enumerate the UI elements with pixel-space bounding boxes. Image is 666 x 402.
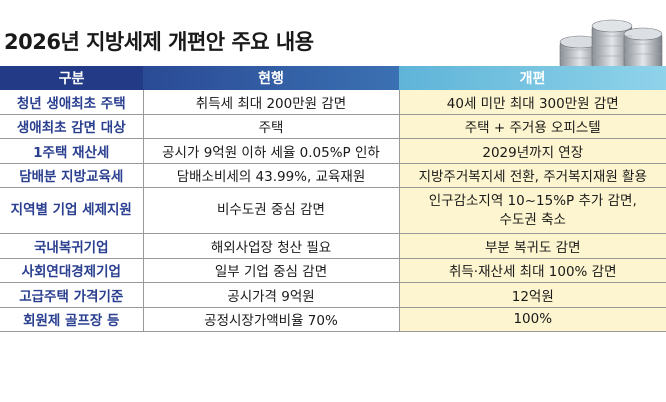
table-row: 1주택 재산세 공시가 9억원 이하 세율 0.05%P 인하 2029년까지 … [0,138,666,164]
table-row: 사회연대경제기업 일부 기업 중심 감면 취득·재산세 최대 100% 감면 [0,258,666,283]
row-category: 고급주택 가격기준 [0,282,144,308]
row-revised: 2029년까지 연장 [399,138,666,164]
row-revised: 인구감소지역 10~15%P 추가 감면, 수도권 축소 [399,187,666,234]
row-category: 사회연대경제기업 [0,258,144,283]
row-revised: 주택 + 주거용 오피스텔 [399,114,666,139]
row-current: 공시가격 9억원 [143,282,400,308]
table-header-row: 구분 현행 개편 [0,66,666,90]
table-row: 회원제 골프장 등 공정시장가액비율 70% 100% [0,307,666,332]
header-category: 구분 [0,66,143,90]
row-current: 비수도권 중심 감면 [143,187,400,234]
row-category: 국내복귀기업 [0,233,144,259]
row-category: 회원제 골프장 등 [0,307,144,332]
row-current: 공정시장가액비율 70% [143,307,400,332]
header-current: 현행 [143,66,399,90]
row-current: 일부 기업 중심 감면 [143,258,400,283]
page-title: 2026년 지방세제 개편안 주요 내용 [4,30,314,54]
coin-stack-icon [559,19,663,69]
row-revised: 40세 미만 최대 300만원 감면 [399,90,666,115]
row-revised: 취득·재산세 최대 100% 감면 [399,258,666,283]
table-row: 국내복귀기업 해외사업장 청산 필요 부분 복귀도 감면 [0,233,666,259]
table-row: 청년 생애최초 주택 취득세 최대 200만원 감면 40세 미만 최대 300… [0,90,666,115]
table-row: 고급주택 가격기준 공시가격 9억원 12억원 [0,282,666,308]
row-current: 주택 [143,114,400,139]
row-revised-line1: 인구감소지역 10~15%P 추가 감면, [428,192,637,209]
row-revised: 100% [399,307,666,332]
table-row: 지역별 기업 세제지원 비수도권 중심 감면 인구감소지역 10~15%P 추가… [0,187,666,234]
row-revised: 부분 복귀도 감면 [399,233,666,259]
table-row: 생애최초 감면 대상 주택 주택 + 주거용 오피스텔 [0,114,666,139]
row-revised: 12억원 [399,282,666,308]
row-category: 지역별 기업 세제지원 [0,187,144,234]
row-current: 해외사업장 청산 필요 [143,233,400,259]
table-row: 담배분 지방교육세 담배소비세의 43.99%, 교육재원 지방주거복지세 전환… [0,163,666,188]
header-revised: 개편 [399,66,666,90]
row-current: 담배소비세의 43.99%, 교육재원 [143,163,400,188]
row-revised: 지방주거복지세 전환, 주거복지재원 활용 [399,163,666,188]
row-revised-line2: 수도권 축소 [499,211,566,228]
row-category: 생애최초 감면 대상 [0,114,144,139]
row-current: 취득세 최대 200만원 감면 [143,90,400,115]
row-category: 청년 생애최초 주택 [0,90,144,115]
row-current: 공시가 9억원 이하 세율 0.05%P 인하 [143,138,400,164]
row-category: 담배분 지방교육세 [0,163,144,188]
tax-reform-table: 구분 현행 개편 청년 생애최초 주택 취득세 최대 200만원 감면 40세 … [0,66,666,332]
row-category: 1주택 재산세 [0,138,144,164]
